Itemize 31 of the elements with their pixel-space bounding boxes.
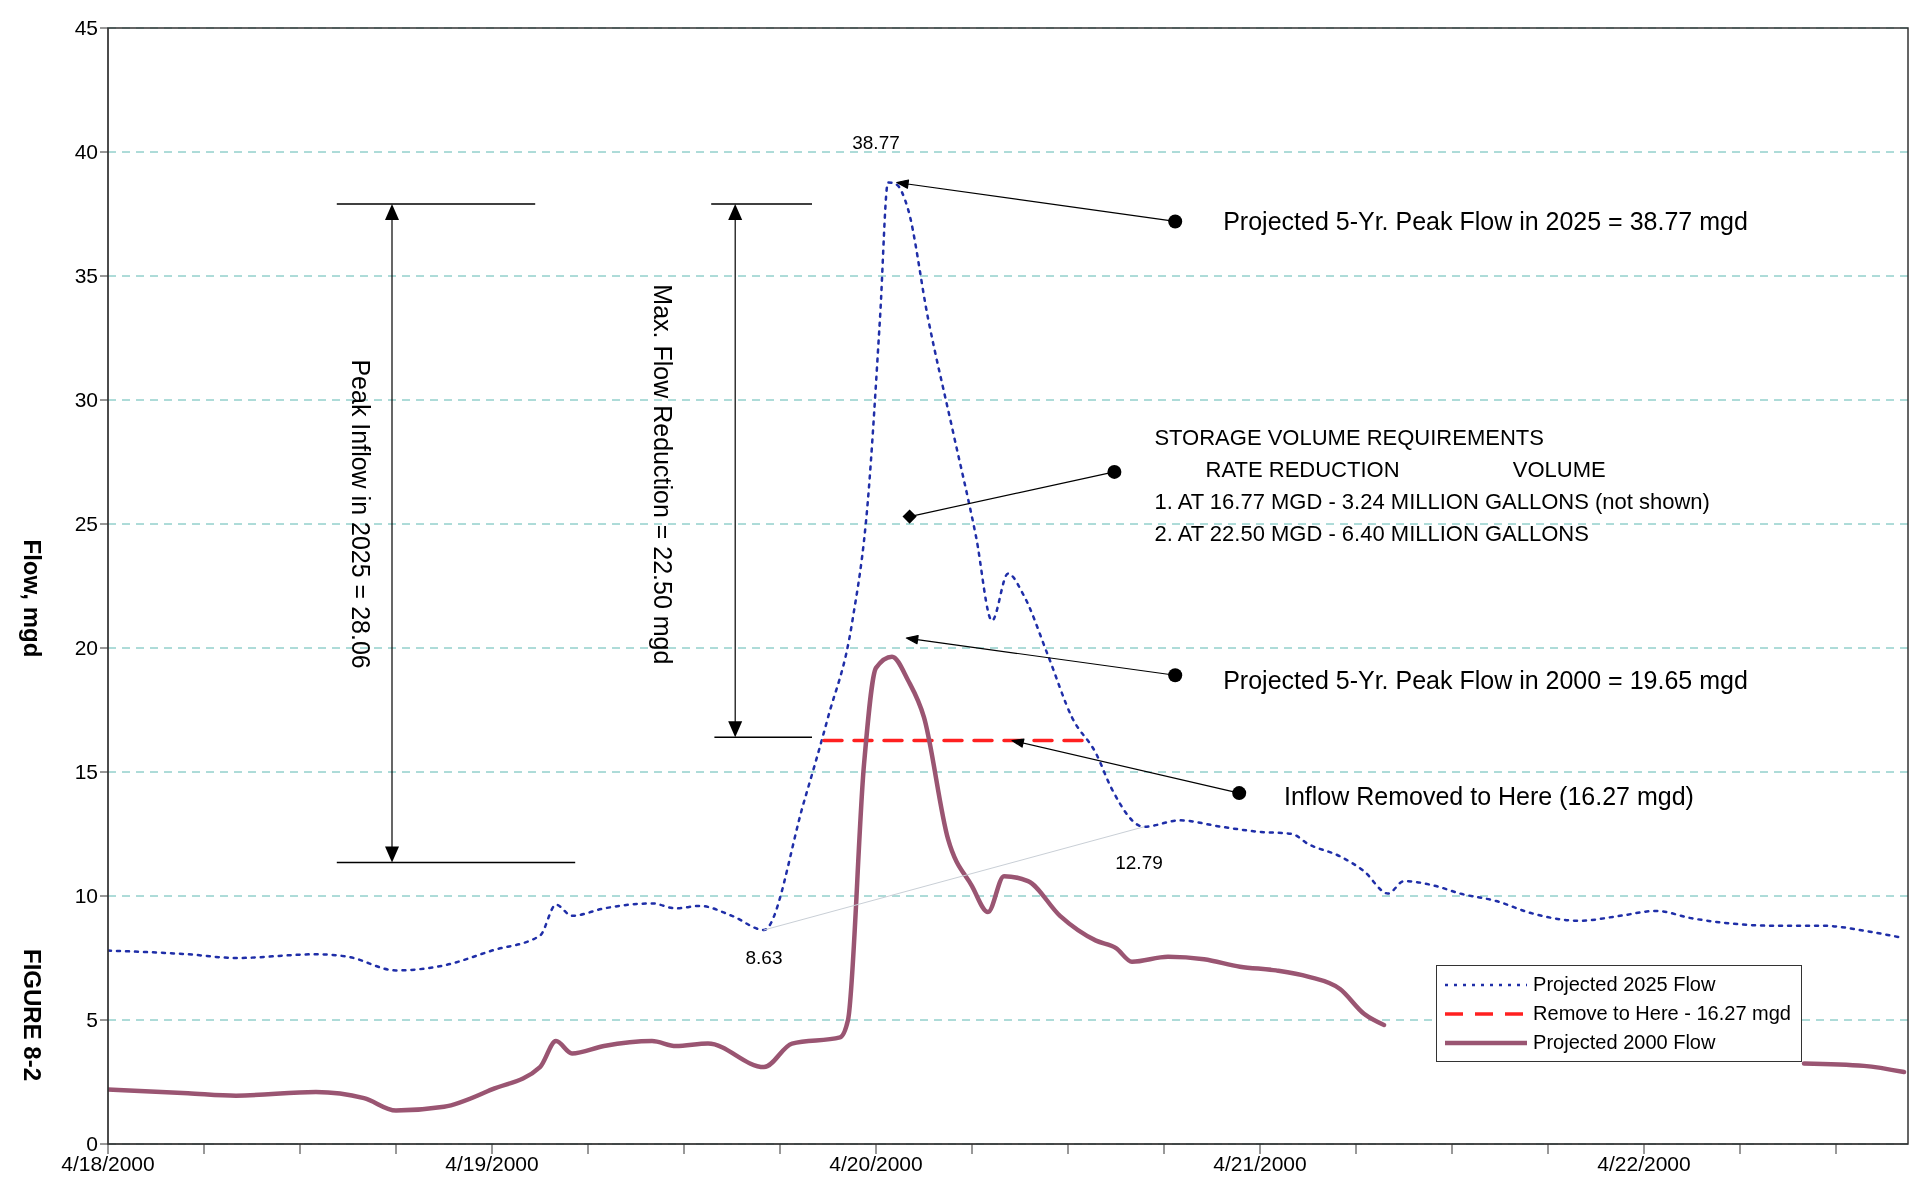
legend-label: Remove to Here - 16.27 mgd xyxy=(1533,1002,1791,1026)
annotation: STORAGE VOLUME REQUIREMENTS xyxy=(1154,424,1544,450)
x-tick-label: 4/22/2000 xyxy=(1597,1151,1691,1175)
y-tick-label: 25 xyxy=(74,512,98,536)
annotation: 2. AT 22.50 MGD - 6.40 MILLION GALLONS xyxy=(1154,521,1589,547)
y-tick-label: 10 xyxy=(74,884,98,908)
annotation: 1. AT 16.77 MGD - 3.24 MILLION GALLONS (not shown) xyxy=(1154,489,1710,515)
annotation: Inflow Removed to Here (16.27 mgd) xyxy=(1284,781,1694,810)
annotation: RATE REDUCTION xyxy=(1205,456,1400,482)
annotation: Projected 5-Yr. Peak Flow in 2000 = 19.65 mgd xyxy=(1223,666,1748,695)
annotation: Projected 5-Yr. Peak Flow in 2025 = 38.77 mgd xyxy=(1223,207,1748,236)
y-tick-label: 20 xyxy=(74,636,98,660)
y-axis-title: Flow, mgd xyxy=(18,539,46,658)
y-tick-label: 40 xyxy=(74,140,98,164)
caption: FIGURE 8-2 xyxy=(18,949,46,1082)
legend-label: Projected 2025 Flow xyxy=(1533,973,1716,997)
y-tick-label: 35 xyxy=(74,264,98,288)
annotation: Peak Inflow in 2025 = 28.06 xyxy=(346,359,375,669)
y-tick-label: 45 xyxy=(74,16,98,40)
legend-label: Projected 2000 Flow xyxy=(1533,1031,1716,1055)
x-tick-label: 4/21/2000 xyxy=(1213,1151,1307,1175)
x-tick-label: 4/20/2000 xyxy=(829,1151,923,1175)
annotation: 38.77 xyxy=(852,132,900,153)
y-tick-label: 5 xyxy=(86,1008,98,1032)
y-tick-label: 30 xyxy=(74,388,98,412)
annotation: Max. Flow Reduction = 22.50 mgd xyxy=(649,284,678,665)
annotation: VOLUME xyxy=(1512,456,1606,482)
y-tick-label: 15 xyxy=(74,760,98,784)
x-tick-label: 4/19/2000 xyxy=(445,1151,539,1175)
annotation: 8.63 xyxy=(745,947,783,969)
annotation: 12.79 xyxy=(1115,852,1163,874)
